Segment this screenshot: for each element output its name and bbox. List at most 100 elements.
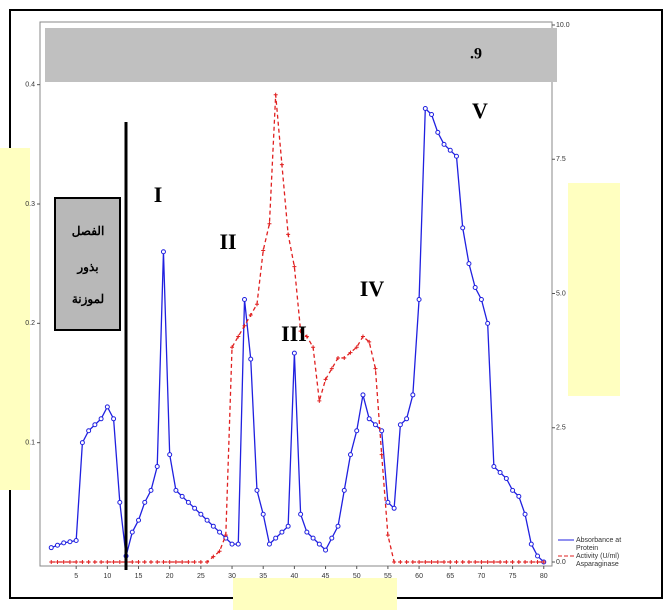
point — [398, 560, 403, 564]
point — [92, 560, 97, 564]
point — [435, 560, 440, 564]
point — [422, 106, 428, 112]
inset-text: لموزنة — [72, 292, 104, 307]
point — [317, 398, 322, 403]
point — [67, 539, 73, 545]
point — [523, 560, 528, 564]
point — [367, 339, 372, 344]
point — [366, 416, 372, 422]
point — [211, 554, 216, 559]
point — [161, 560, 166, 564]
x-tick-label: 50 — [353, 573, 361, 580]
point — [466, 560, 471, 564]
y-tick-label: 0.3 — [25, 201, 35, 208]
x-tick-label: 40 — [290, 573, 298, 580]
point — [79, 440, 85, 446]
y2-tick-label: 10.0 — [556, 22, 570, 29]
point — [478, 296, 484, 302]
point — [310, 535, 316, 541]
point — [522, 511, 528, 517]
point — [447, 147, 453, 153]
point — [254, 302, 259, 307]
point — [235, 541, 241, 547]
point — [286, 232, 291, 237]
point — [217, 529, 223, 535]
y2-tick-label: 2.5 — [556, 425, 566, 432]
point — [61, 560, 66, 564]
point — [260, 511, 266, 517]
point — [510, 560, 515, 564]
point — [210, 523, 216, 529]
point — [485, 560, 490, 564]
x-tick-label: 35 — [259, 573, 267, 580]
point — [291, 350, 297, 356]
y2-label-box — [568, 183, 620, 396]
point — [541, 560, 546, 564]
point — [298, 329, 303, 334]
point — [448, 560, 453, 564]
point — [266, 541, 272, 547]
x-tick-label: 5 — [74, 573, 78, 580]
y-tick-label: 0.2 — [25, 320, 35, 327]
x-tick-label: 75 — [509, 573, 517, 580]
point — [192, 505, 198, 511]
point — [73, 538, 79, 544]
point — [80, 560, 85, 564]
point — [391, 505, 397, 511]
plot: 5 10 15 20 25 30 35 40 45 50 55 60 65 70 75 80 0.1 0.2 0.3… — [25, 22, 569, 580]
point — [491, 464, 497, 470]
point — [497, 470, 503, 475]
point — [535, 553, 541, 559]
point — [86, 428, 92, 434]
point — [417, 560, 422, 564]
point — [279, 529, 285, 535]
point — [529, 560, 534, 564]
point — [98, 416, 104, 422]
point — [416, 296, 422, 302]
point — [504, 560, 509, 564]
point — [498, 560, 503, 564]
x-label-box — [233, 578, 397, 610]
x-tick-label: 45 — [322, 573, 330, 580]
point — [385, 533, 390, 538]
y-tick-label: 0.1 — [25, 440, 35, 447]
point — [535, 560, 540, 564]
x-tick-label: 25 — [197, 573, 205, 580]
point — [323, 377, 328, 382]
point — [179, 493, 185, 499]
peak-label: I — [154, 182, 163, 207]
point — [129, 529, 135, 535]
point — [410, 560, 415, 564]
point — [372, 422, 378, 428]
point — [304, 334, 309, 339]
point — [354, 428, 360, 434]
point — [473, 560, 478, 564]
peak-label: IV — [360, 276, 385, 301]
point — [242, 296, 248, 302]
point — [92, 422, 98, 428]
point — [105, 560, 110, 564]
y2-tick-label: 7.5 — [556, 156, 566, 163]
point — [335, 523, 341, 529]
banner — [45, 28, 557, 82]
point — [404, 560, 409, 564]
point — [429, 560, 434, 564]
point — [204, 517, 210, 523]
point — [229, 541, 235, 547]
point — [74, 560, 79, 564]
point — [198, 560, 203, 564]
point — [230, 345, 235, 350]
point — [460, 560, 465, 564]
point — [192, 560, 197, 564]
point — [142, 560, 147, 564]
point — [460, 225, 466, 231]
point — [329, 535, 335, 541]
point — [248, 312, 253, 317]
point — [48, 545, 54, 551]
point — [472, 285, 478, 291]
point — [198, 511, 204, 517]
point — [99, 560, 104, 564]
legend-label: Activity (U/ml) Asparaginase — [576, 553, 619, 568]
peak-label: V — [472, 98, 488, 123]
point — [261, 248, 266, 253]
